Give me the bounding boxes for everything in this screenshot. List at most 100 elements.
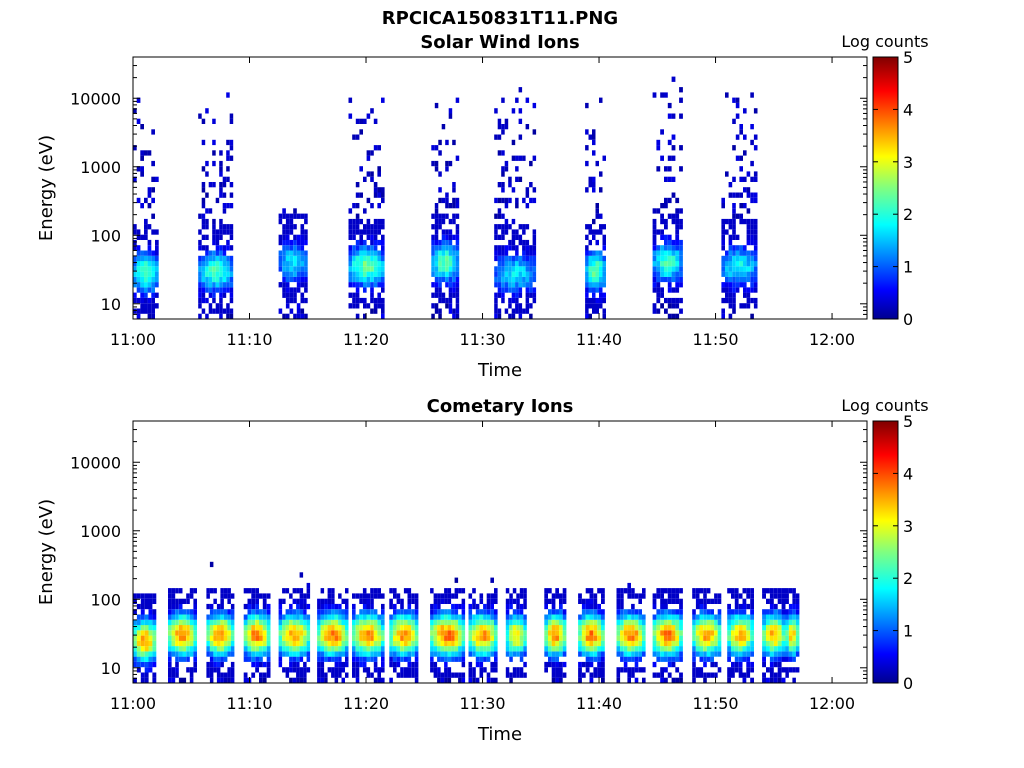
spectrogram-cell [206,661,210,668]
spectrogram-cell [247,614,252,620]
spectrogram-cell [285,261,290,267]
spectrogram-cell [366,250,371,256]
spectrogram-cell [226,245,230,251]
spectrogram-cell [438,287,442,293]
spectrogram-cell [431,224,435,230]
spectrogram-cell [523,593,527,599]
spectrogram-cell [292,598,297,604]
spectrogram-cell [555,661,559,668]
spectrogram-cell [706,609,711,615]
spectrogram-cell [171,630,176,636]
spectrogram-cell [338,667,342,673]
spectrogram-cell [544,640,548,647]
spectrogram-cell [509,598,513,604]
spectrogram-cell [504,166,509,172]
spectrogram-cell [140,155,144,161]
spectrogram-cell [222,203,227,209]
spectrogram-cell [396,625,401,631]
spectrogram-cell [447,667,452,673]
spectrogram-cell [229,192,234,198]
spectrogram-cell [259,651,263,657]
spectrogram-cell [753,192,758,198]
spectrogram-cell [182,598,187,604]
spectrogram-cell [370,108,374,114]
spectrogram-cell [706,672,711,678]
spectrogram-cell [494,255,498,262]
spectrogram-cell [285,625,290,631]
spectrogram-cell [602,313,606,319]
spectrogram-cell [296,640,300,647]
spectrogram-cell [656,250,661,256]
spectrogram-cell [440,672,445,678]
spectrogram-cell [555,640,559,647]
spectrogram-cell [433,661,438,668]
spectrogram-cell [497,224,502,230]
spectrogram-cell [334,651,339,657]
spectrogram-cell [352,593,356,599]
spectrogram-cell [334,614,339,620]
spectrogram-cell [144,282,148,288]
spectrogram-cell [198,245,202,251]
spectrogram-cell [255,619,259,626]
spectrogram-cell [452,203,456,209]
spectrogram-cell [377,614,381,620]
spectrogram-cell [223,677,228,683]
spectrogram-cell [437,646,441,652]
spectrogram-cell [223,609,228,615]
spectrogram-cell [631,588,635,594]
spectrogram-cell [634,609,639,615]
spectrogram-cell [282,229,286,235]
spectrogram-cell [352,234,356,240]
spectrogram-cell [201,245,206,251]
spectrogram-cell [355,224,360,230]
spectrogram-cell [585,635,590,641]
spectrogram-cell [516,635,520,641]
spectrogram-cell [777,672,782,678]
spectrogram-cell [725,287,729,293]
spectrogram-cell [331,667,335,673]
spectrogram-cell [168,651,172,657]
spectrogram-cell [355,261,360,267]
spectrogram-cell [522,245,526,251]
spectrogram-cell [300,266,305,272]
spectrogram-cell [331,630,335,636]
spectrogram-cell [738,651,743,657]
spectrogram-cell [746,255,751,262]
spectrogram-cell [479,619,484,626]
spectrogram-cell [285,313,290,319]
spectrogram-cell [278,282,283,288]
spectrogram-cell [320,646,325,652]
spectrogram-cell [692,635,696,641]
spectrogram-cell [327,667,332,673]
spectrogram-cell [781,646,786,652]
spectrogram-cell [186,630,190,636]
spectrogram-cell [168,598,172,604]
spectrogram-cell [762,672,766,678]
spectrogram-cell [414,667,419,673]
spectrogram-cell [734,619,739,626]
spectrogram-cell [227,667,231,673]
spectrogram-cell [753,171,758,177]
spectrogram-cell [186,640,190,647]
spectrogram-cell [652,234,657,240]
spectrogram-cell [220,588,224,594]
spectrogram-cell [136,250,141,256]
spectrogram-cell [377,261,381,267]
spectrogram-cell [599,287,603,293]
spectrogram-cell [300,213,305,219]
spectrogram-cell [505,619,510,626]
spectrogram-cell [205,171,209,177]
spectrogram-cell [497,271,502,277]
spectrogram-cell [675,593,680,599]
spectrogram-cell [494,625,498,631]
spectrogram-cell [282,287,286,293]
spectrogram-cell [359,651,363,657]
spectrogram-cell [147,271,152,277]
spectrogram-cell [182,619,187,626]
spectrogram-cell [152,646,157,652]
spectrogram-cell [551,603,556,610]
spectrogram-cell [516,672,520,678]
spectrogram-cell [656,266,661,272]
spectrogram-cell [133,224,137,230]
